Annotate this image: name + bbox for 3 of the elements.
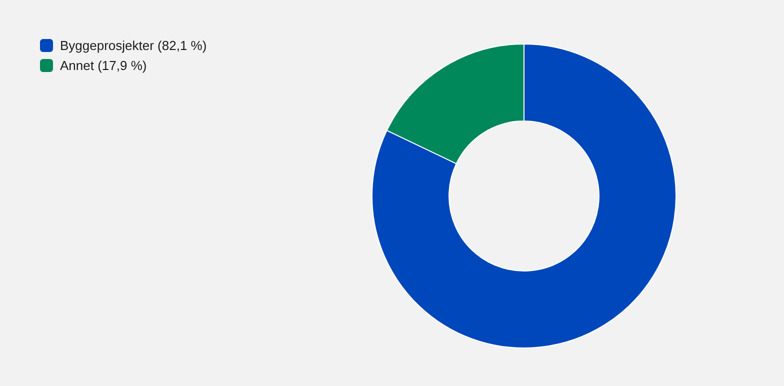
legend-label: Byggeprosjekter (82,1 %) [60, 38, 207, 53]
legend-label: Annet (17,9 %) [60, 58, 147, 73]
donut-slice [372, 44, 676, 348]
